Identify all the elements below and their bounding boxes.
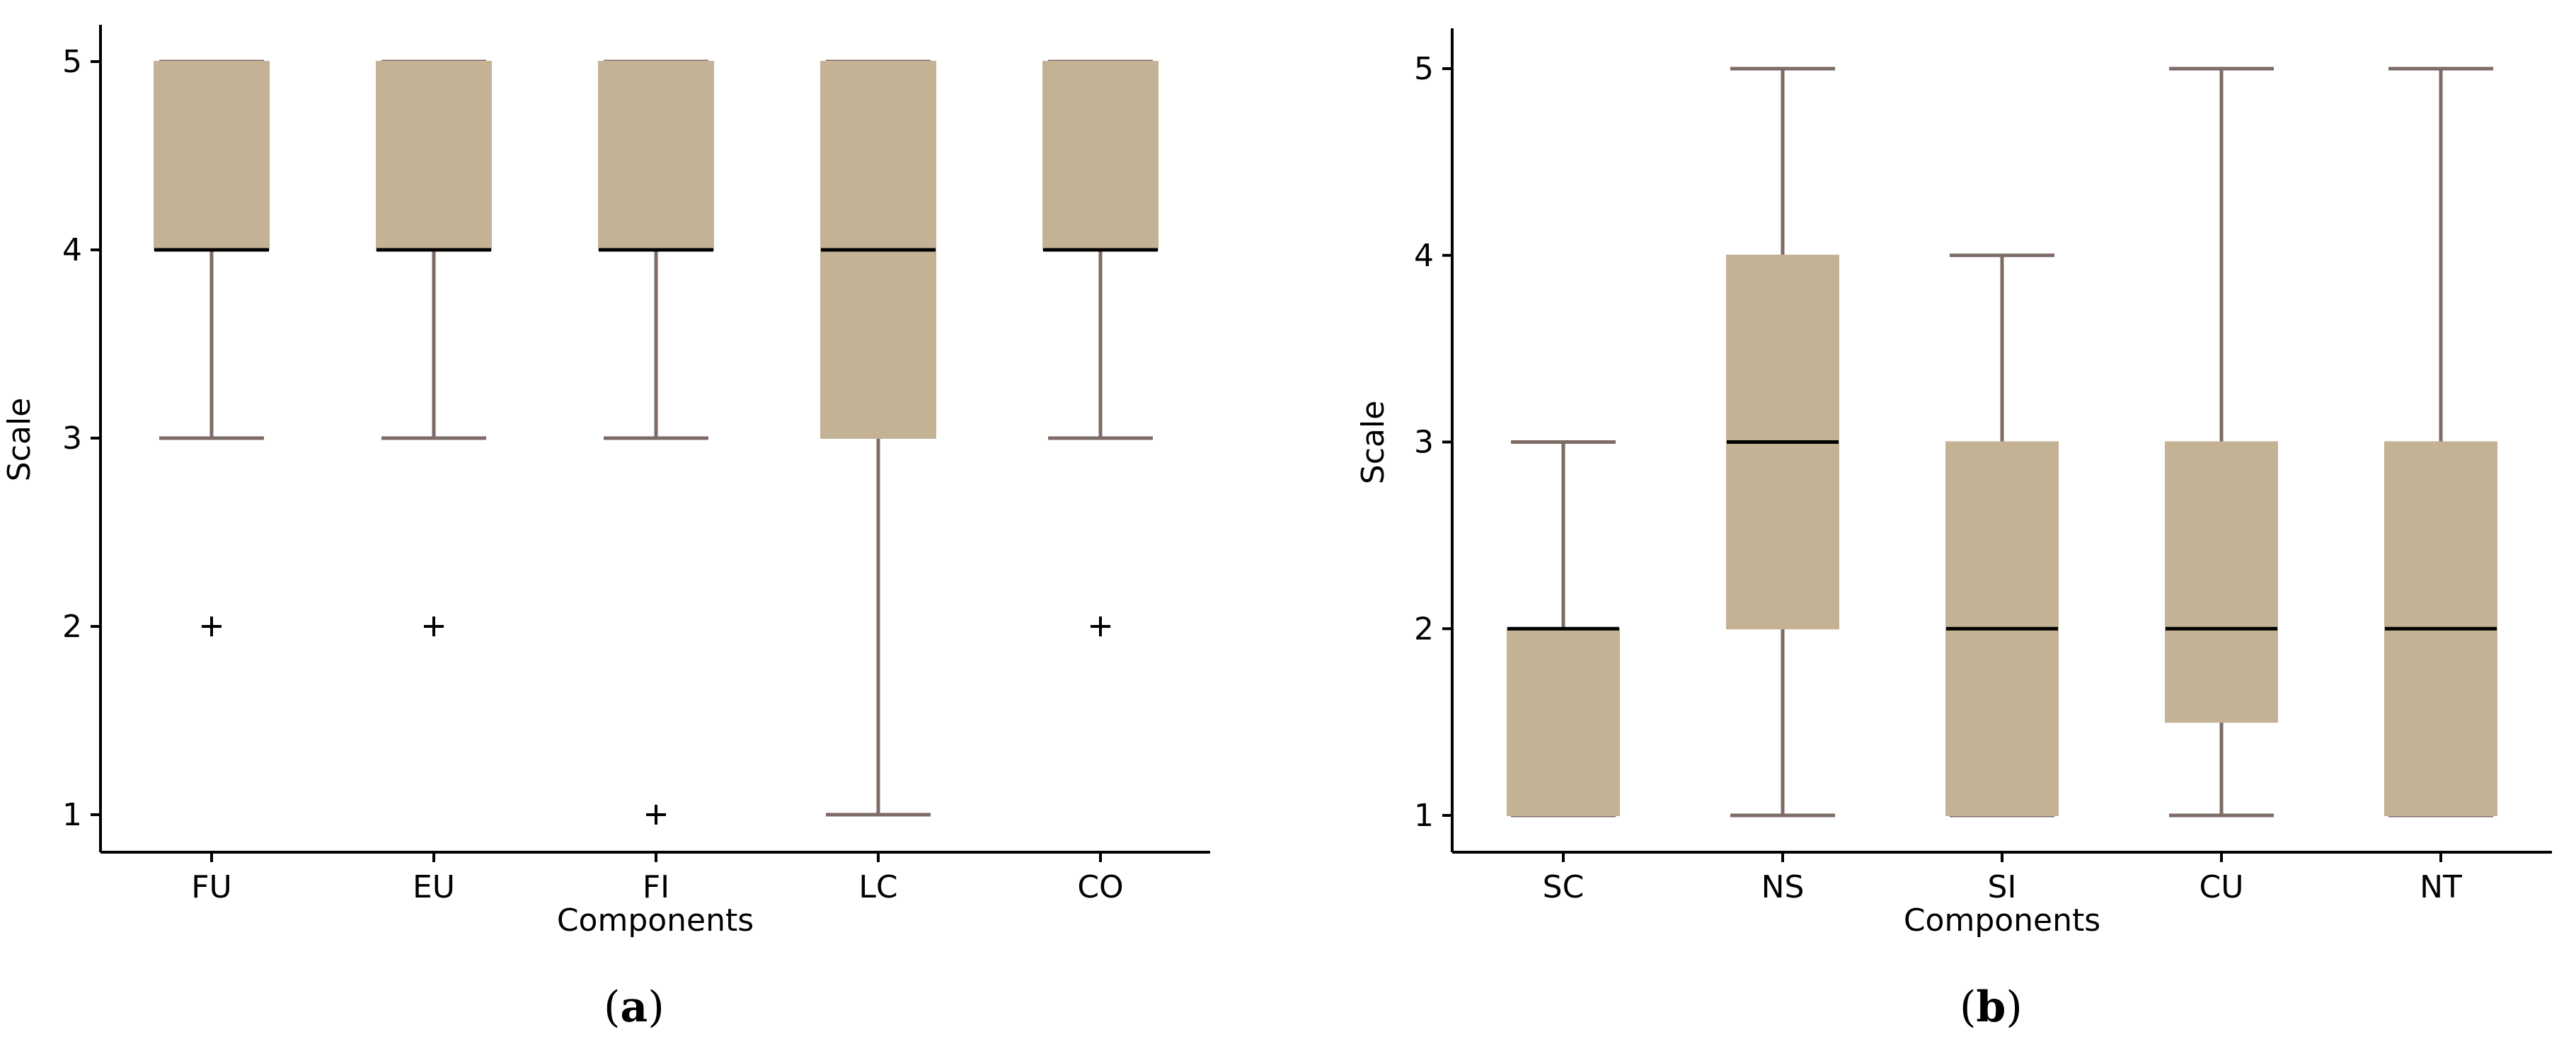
box-fu — [154, 61, 270, 251]
y-tick-label: 3 — [1414, 425, 1434, 461]
x-tick-label: LC — [858, 869, 897, 905]
x-tick-label: CO — [1077, 869, 1123, 905]
panel-label: (a) — [604, 982, 665, 1032]
box-cu — [2165, 441, 2278, 723]
panel-label-letter: b — [1976, 982, 2006, 1032]
chart-panel-a: 1 2 3 4 5 FU EU FI LC CO Components Scale (a) — [1, 25, 1210, 1032]
box-sc — [1507, 628, 1620, 816]
x-axis-label: Components — [557, 902, 754, 939]
panel-label-open-paren: ( — [604, 982, 620, 1032]
x-tick-label: NS — [1761, 869, 1805, 905]
box-eu — [376, 61, 492, 251]
panel-label-open-paren: ( — [1960, 982, 1976, 1032]
y-tick-label: 2 — [62, 609, 82, 645]
y-tick-label: 4 — [62, 232, 82, 268]
x-tick-label: SI — [1988, 869, 2017, 905]
y-axis-label: Scale — [1355, 401, 1391, 484]
panel-label-close-paren: ) — [2006, 982, 2022, 1032]
x-tick-label: FI — [643, 869, 669, 905]
y-tick-label: 1 — [1414, 798, 1434, 834]
x-tick-label: SC — [1543, 869, 1585, 905]
panel-label-letter: a — [620, 982, 648, 1032]
panel-label: (b) — [1960, 982, 2023, 1032]
chart-panel-b: 1 2 3 4 5 SC NS SI CU NT Components Scale (b) — [1355, 28, 2552, 1032]
x-tick-label: CU — [2200, 869, 2244, 905]
y-tick-label: 5 — [62, 44, 82, 80]
box-fi — [598, 61, 714, 251]
y-tick-label: 1 — [62, 797, 82, 833]
y-tick-label: 2 — [1414, 611, 1434, 647]
y-tick-label: 3 — [62, 420, 82, 457]
y-axis-label: Scale — [1, 398, 38, 481]
y-tick-label: 5 — [1414, 51, 1434, 87]
box-co — [1042, 61, 1158, 251]
y-tick-label: 4 — [1414, 238, 1434, 274]
x-tick-label: EU — [413, 869, 455, 905]
x-tick-label: NT — [2420, 869, 2462, 905]
panel-label-close-paren: ) — [648, 982, 664, 1032]
x-tick-label: FU — [191, 869, 232, 905]
x-axis-label: Components — [1904, 902, 2100, 939]
